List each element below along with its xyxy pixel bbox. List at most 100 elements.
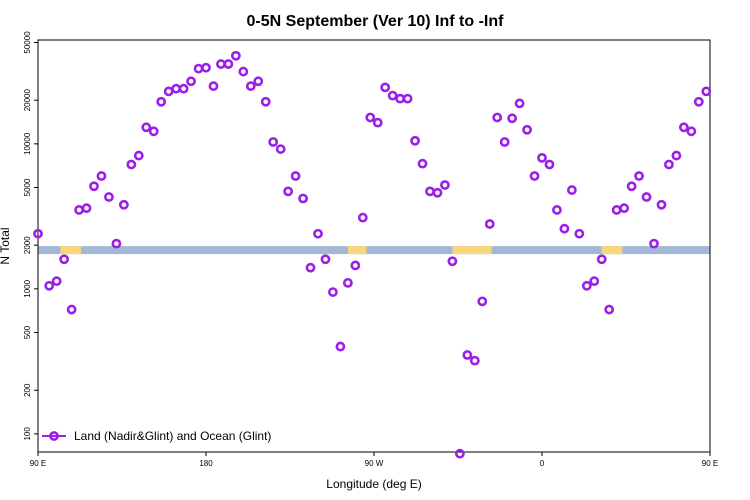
x-tick-label-1: 180 [199,459,213,468]
plot-frame [37,39,711,453]
data-point-22 [201,62,211,73]
land-band-1 [347,246,367,255]
x-tick-label-4: 90 E [702,459,718,468]
data-point-60 [484,219,495,229]
x-axis: 90 E 180 90 W 0 90 E [30,452,718,468]
data-point-30 [260,96,271,107]
data-point-41 [342,277,353,288]
data-point-54 [440,180,450,190]
y-tick-label-1: 200 [23,383,32,397]
data-point-2 [51,276,62,287]
y-axis: 100 200 500 1000 2000 5000 10000 20000 50000 [23,31,38,441]
data-point-28 [245,81,256,92]
data-point-69 [552,205,562,215]
data-point-10 [111,238,122,249]
data-point-82 [649,238,659,249]
data-point-66 [529,171,540,181]
data-point-38 [320,254,331,265]
data-point-15 [148,126,159,137]
data-point-16 [156,96,167,107]
data-point-61 [492,112,503,123]
data-point-68 [544,159,555,170]
data-point-53 [432,187,443,198]
data-point-9 [104,192,114,202]
data-point-0 [33,228,43,239]
x-tick-label-3: 0 [540,459,545,468]
data-point-11 [118,199,129,210]
data-point-85 [671,150,682,161]
data-point-33 [283,186,294,197]
data-point-63 [507,113,518,124]
y-tick-label-4: 2000 [23,236,32,254]
data-point-4 [66,304,77,315]
data-point-7 [89,181,99,192]
legend-label: Land (Nadir&Glint) and Ocean (Glint) [74,429,271,443]
land-band-0 [60,246,81,255]
data-point-37 [313,228,323,239]
data-point-48 [395,93,406,104]
data-point-75 [596,254,607,265]
data-point-34 [290,171,301,181]
data-point-23 [208,81,219,92]
data-point-17 [163,86,174,97]
data-point-39 [328,287,338,297]
data-point-73 [581,280,592,291]
data-point-50 [410,135,420,146]
y-tick-label-8: 50000 [23,31,32,54]
data-point-56 [454,448,465,459]
data-point-8 [96,171,107,181]
data-point-79 [626,181,637,192]
data-point-87 [686,126,697,137]
land-band-2 [452,246,492,255]
data-point-29 [253,76,264,87]
data-point-43 [357,212,368,223]
series-points [33,50,712,459]
data-point-44 [365,112,376,123]
data-point-67 [537,152,547,163]
data-point-26 [230,50,241,61]
data-point-36 [305,262,316,273]
data-point-20 [186,76,196,87]
data-point-49 [402,93,413,104]
data-point-27 [238,66,249,77]
data-point-58 [469,355,480,366]
chart-title: 0-5N September (Ver 10) Inf to -Inf [247,13,505,30]
data-point-51 [417,158,428,169]
data-point-18 [171,83,182,94]
data-point-21 [193,63,204,74]
data-point-65 [522,124,532,135]
data-point-80 [634,171,644,181]
data-point-57 [462,350,473,360]
data-point-35 [298,193,308,204]
data-point-71 [566,185,577,195]
data-point-19 [178,83,189,94]
data-point-47 [387,90,398,101]
data-point-52 [425,186,435,197]
y-tick-label-2: 500 [23,325,32,339]
data-point-45 [372,117,383,128]
ocean-band [38,246,710,255]
data-point-3 [59,254,70,265]
y-tick-label-0: 100 [23,427,32,441]
y-tick-label-5: 5000 [23,178,32,196]
data-point-6 [81,203,92,214]
data-point-1 [44,280,55,291]
data-point-78 [619,203,630,214]
data-point-81 [641,192,652,202]
y-axis-label: N Total [0,227,12,264]
data-point-32 [275,144,286,154]
data-point-88 [693,96,704,107]
legend-marker-swatch [49,431,59,441]
data-point-89 [701,86,712,97]
data-point-86 [678,122,689,133]
data-point-13 [133,150,144,161]
y-tick-label-3: 1000 [23,279,32,297]
data-point-76 [604,304,615,315]
data-point-40 [335,341,346,352]
data-point-77 [611,205,622,215]
land-ocean-band [38,246,710,255]
data-point-62 [499,137,510,147]
data-point-59 [477,296,488,307]
data-point-74 [589,276,600,287]
